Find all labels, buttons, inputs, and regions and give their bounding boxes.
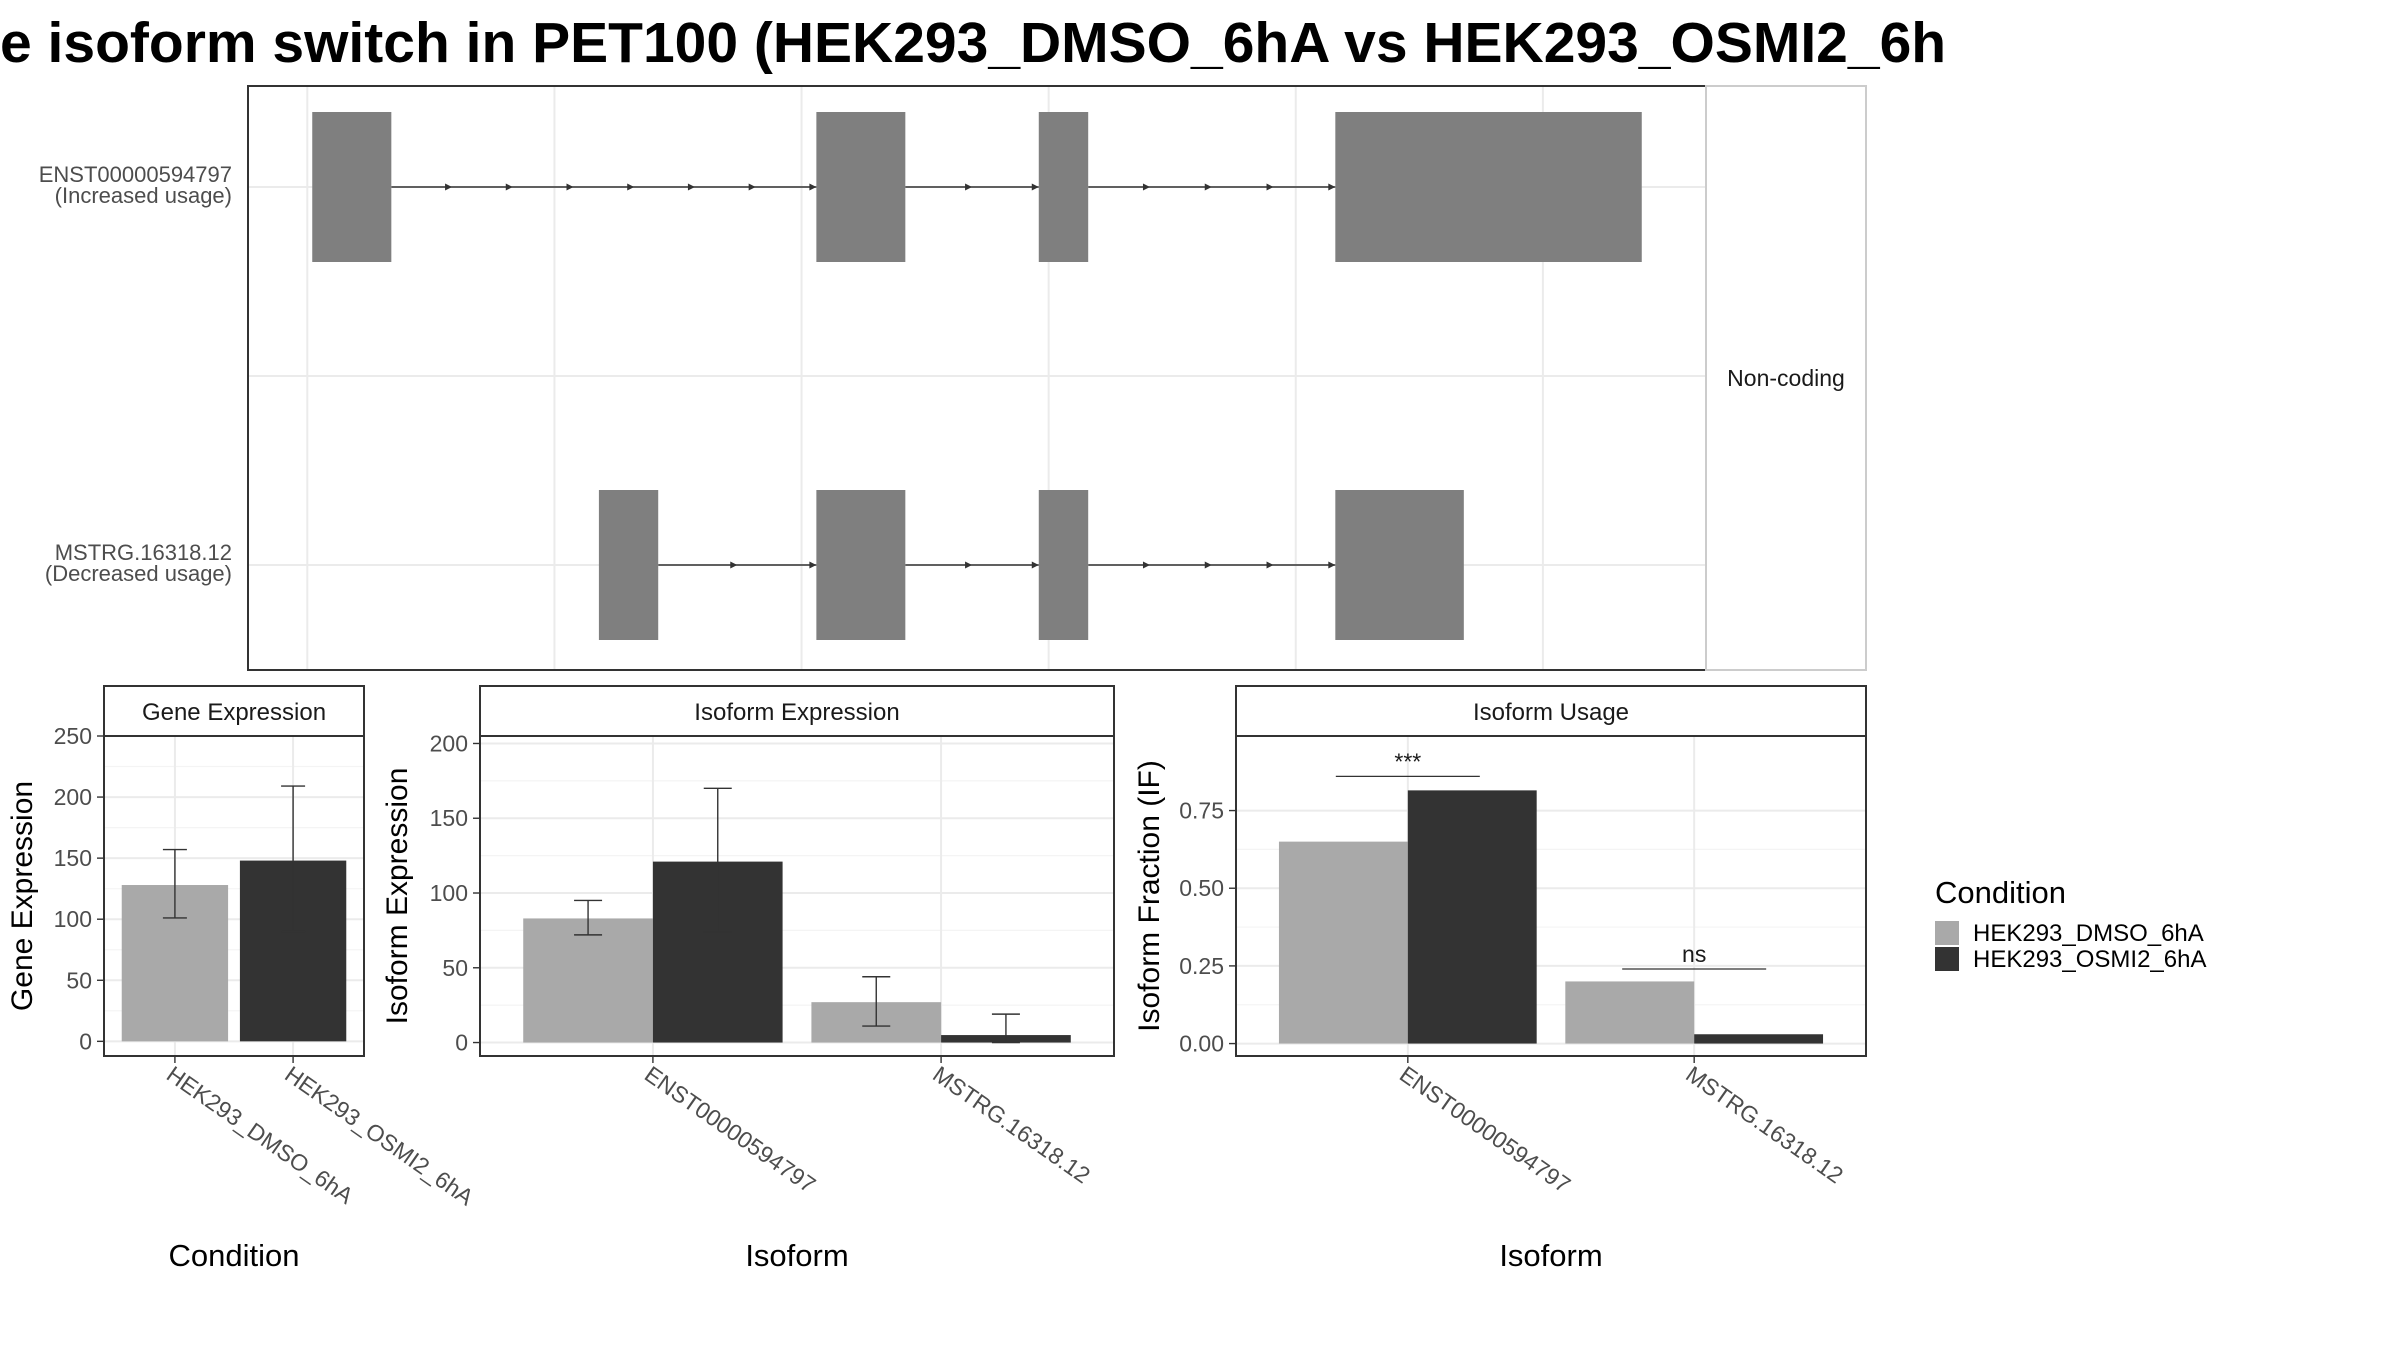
intron-arrow — [809, 183, 817, 191]
x-tick-label: HEK293_DMSO_6hA — [162, 1061, 359, 1210]
intron-arrow — [505, 183, 513, 191]
x-axis-title: Isoform — [1499, 1238, 1602, 1273]
significance-label: ns — [1682, 941, 1706, 967]
exon-block — [816, 490, 906, 640]
intron-arrow — [627, 183, 635, 191]
intron-arrow — [1142, 183, 1150, 191]
panel-frame — [1235, 735, 1867, 1057]
legend-swatch — [1935, 947, 1959, 971]
exon-block — [1038, 490, 1089, 640]
panel-strip — [1235, 685, 1867, 737]
bar — [1407, 790, 1537, 1044]
bar — [523, 918, 653, 1043]
intron-arrow — [809, 561, 817, 569]
y-axis-title: Isoform Fraction (IF) — [1133, 760, 1166, 1032]
intron-arrow — [1031, 183, 1039, 191]
isoform-expression-panel: Isoform Expression ENST00000594797 MSTRG.1… — [381, 685, 1115, 1273]
exon-block — [312, 112, 392, 262]
intron-arrow — [1204, 561, 1212, 569]
y-tick-label: 200 — [54, 784, 92, 810]
significance-label: *** — [1394, 748, 1421, 774]
facet-strip-label: Non-coding — [1727, 365, 1845, 391]
y-tick-label: 150 — [54, 845, 92, 871]
y-tick-label: 0.75 — [1179, 798, 1224, 824]
y-tick-label: 200 — [430, 730, 468, 756]
intron-arrow — [730, 561, 738, 569]
intron-arrow — [1031, 561, 1039, 569]
legend-label: HEK293_DMSO_6hA — [1973, 920, 2204, 947]
x-tick-label: ENST00000594797 — [640, 1061, 820, 1198]
page-title-text: e isoform switch in PET100 (HEK293_DMSO_… — [0, 11, 1947, 75]
intron-arrow — [1204, 183, 1212, 191]
panel-strip-label: Isoform Usage — [1473, 699, 1629, 726]
y-tick-label: 0.00 — [1179, 1031, 1224, 1057]
transcript-label-usage: (Decreased usage) — [45, 561, 232, 586]
x-axis-title: Isoform — [745, 1238, 848, 1273]
intron-arrow — [1266, 183, 1274, 191]
facet-strip — [1705, 85, 1867, 671]
bar — [1565, 981, 1695, 1044]
panel-frame — [479, 735, 1115, 1057]
y-tick-label: 100 — [54, 906, 92, 932]
y-axis-title: Isoform Expression — [381, 768, 414, 1025]
panel-strip-label: Gene Expression — [142, 699, 326, 726]
y-tick-label: 0.25 — [1179, 953, 1224, 979]
intron-arrow — [965, 561, 973, 569]
panel-strip-label: Isoform Expression — [694, 699, 899, 726]
y-tick-label: 0.50 — [1179, 875, 1224, 901]
x-tick-label: MSTRG.16318.12 — [928, 1061, 1095, 1189]
intron-arrow — [1328, 561, 1336, 569]
legend-swatch — [1935, 921, 1959, 945]
exon-block — [1335, 112, 1642, 262]
page-title: e isoform switch in PET100 (HEK293_DMSO_… — [0, 8, 2400, 78]
panel-strip — [479, 685, 1115, 737]
y-axis-title: Gene Expression — [6, 781, 39, 1011]
x-tick-label: MSTRG.16318.12 — [1681, 1061, 1848, 1189]
x-tick-label: ENST00000594797 — [1395, 1061, 1575, 1198]
panel-frame — [103, 735, 365, 1057]
intron-arrow — [1266, 561, 1274, 569]
panel-strip — [103, 685, 365, 737]
transcript-label-id: MSTRG.16318.12 — [55, 540, 232, 565]
exon-block — [816, 112, 906, 262]
x-tick-label: HEK293_OSMI2_6hA — [280, 1061, 479, 1211]
isoform-usage-panel: Isoform Usage ENST00000594797 MSTRG.16318.… — [1133, 685, 1867, 1273]
y-tick-label: 0 — [79, 1028, 92, 1054]
y-tick-label: 150 — [430, 805, 468, 831]
exon-block — [1335, 490, 1464, 640]
intron-arrow — [1142, 561, 1150, 569]
x-axis-title: Condition — [169, 1238, 300, 1273]
y-tick-label: 250 — [54, 723, 92, 749]
intron-arrow — [445, 183, 453, 191]
bar — [1694, 1034, 1824, 1044]
exon-block — [1038, 112, 1089, 262]
legend-title: Condition — [1935, 875, 2066, 910]
bar — [1278, 841, 1408, 1044]
y-tick-label: 0 — [455, 1030, 468, 1056]
intron-arrow — [965, 183, 973, 191]
exon-block — [598, 490, 659, 640]
intron-arrow — [748, 183, 756, 191]
transcript-label-usage: (Increased usage) — [55, 183, 232, 208]
y-tick-label: 50 — [442, 955, 468, 981]
y-tick-label: 50 — [66, 967, 92, 993]
intron-arrow — [687, 183, 695, 191]
transcript-label-id: ENST00000594797 — [39, 162, 232, 187]
y-tick-label: 100 — [430, 880, 468, 906]
gene-structure-panel: ENST00000594797(Increased usage) MSTRG.16… — [39, 85, 1867, 671]
legend-label: HEK293_OSMI2_6hA — [1973, 946, 2206, 973]
intron-arrow — [566, 183, 574, 191]
intron-arrow — [1328, 183, 1336, 191]
